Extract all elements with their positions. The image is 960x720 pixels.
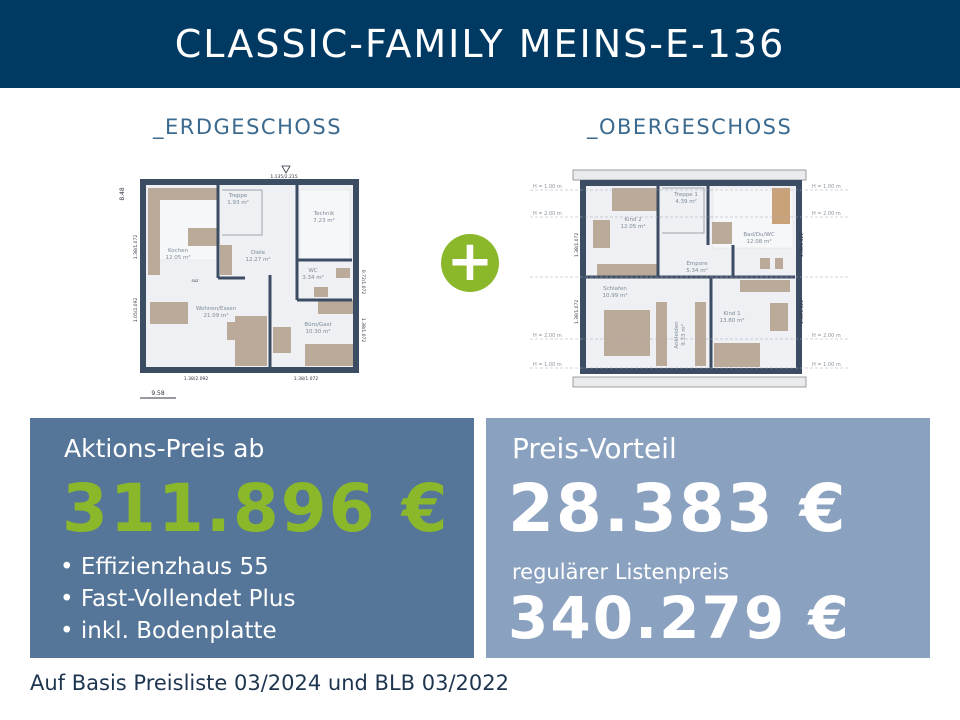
room-name: Schlafen	[603, 286, 627, 292]
advantage-amount: 28.383 €	[508, 470, 848, 547]
feature-item: • Fast-Vollendet Plus	[60, 586, 296, 612]
stairs-icon	[222, 189, 263, 236]
room-name: Technik	[313, 211, 335, 217]
height-lines	[530, 189, 850, 369]
feature-text: Fast-Vollendet Plus	[80, 586, 296, 612]
plus-icon: +	[441, 234, 499, 292]
dim-window: 1.38/1.072	[360, 318, 366, 343]
advantage-label: Preis-Vorteil	[512, 432, 677, 465]
room-area: 1.93 m²	[227, 199, 249, 206]
room-name: WC	[308, 268, 317, 274]
room-name: Treppe	[228, 193, 248, 199]
technik-tiles	[299, 189, 351, 261]
dim-window: 1.38/1.072	[133, 235, 139, 260]
room-area: 12.05 m²	[165, 254, 190, 261]
feature-text: Effizienzhaus 55	[80, 554, 269, 580]
height-label: H = 2.00 m	[533, 211, 562, 217]
promo-price: 311.896 €	[62, 470, 450, 547]
room-name: Bad/Du/WC	[743, 232, 775, 238]
ground-floor-plan: Treppe 1.93 m² Technik 7.23 m² Kochen 12…	[119, 165, 366, 399]
list-price: 340.279 €	[508, 584, 851, 652]
height-label: H = 1.00 m	[533, 362, 562, 368]
room-name: Wohnen/Essen	[196, 306, 237, 312]
room-area: 12.27 m²	[245, 256, 270, 263]
upper-floor-title: _OBERGESCHOSS	[587, 115, 793, 139]
height-label: H = 1.00 m	[812, 362, 841, 368]
dim-window: 0.72/1.072	[360, 270, 366, 295]
dim-door: 1.135/2.215	[270, 174, 297, 180]
height-label: H = 2.00 m	[812, 333, 841, 339]
room-area: 21.09 m²	[203, 312, 228, 319]
room-name: Kind 2	[624, 217, 641, 223]
promo-price-label: Aktions-Preis ab	[64, 434, 265, 463]
room-name: Ankleiden	[674, 321, 680, 349]
list-price-label: regulärer Listenpreis	[512, 560, 729, 584]
room-area: 10.30 m²	[305, 328, 330, 335]
room-area: 9.33 m²	[680, 324, 687, 346]
room-name: Kind 1	[723, 311, 740, 317]
dim-window: 1.38/1.072	[294, 376, 319, 382]
ground-floor-title: _ERDGESCHOSS	[153, 115, 343, 139]
dim-width: 9.58	[151, 390, 165, 397]
floor-plans: Treppe 1.93 m² Technik 7.23 m² Kochen 12…	[119, 165, 850, 399]
price-advantage-box: Preis-Vorteil 28.383 € regulärer Listenp…	[486, 418, 930, 658]
dim-window: 1.38/1.072	[574, 300, 580, 325]
height-label: H = 1.00 m	[812, 184, 841, 190]
entrance-icon	[281, 165, 291, 174]
header-bar: CLASSIC-FAMILY MEINS-E-136	[0, 0, 960, 88]
promo-price-box: Aktions-Preis ab 311.896 € • Effizienzha…	[30, 418, 474, 658]
feature-text: inkl. Bodenplatte	[80, 618, 277, 644]
dim-window: 1.38/1.422	[799, 300, 805, 325]
room-area: 4.39 m²	[675, 198, 697, 205]
height-label: H = 1.00 m	[533, 184, 562, 190]
footnote: Auf Basis Preisliste 03/2024 und BLB 03/…	[30, 671, 509, 695]
room-area: 12.08 m²	[746, 238, 771, 245]
room-area: 13.80 m²	[719, 317, 744, 324]
ground-furniture	[148, 188, 353, 366]
dim-window: 1.38/2.092	[184, 376, 209, 382]
dim-depth: 8.48	[119, 187, 126, 201]
dim-window: 1.38/1.422	[799, 233, 805, 258]
feature-item: • Effizienzhaus 55	[60, 554, 269, 580]
upper-floor-plan: Kind 2 12.05 m² Treppe 1 4.39 m² Bad/Du/…	[530, 169, 850, 388]
ground-walls	[140, 179, 359, 373]
room-name: Treppe 1	[673, 192, 698, 198]
room-area: 5.34 m²	[686, 267, 708, 274]
page-title: CLASSIC-FAMILY MEINS-E-136	[174, 22, 786, 66]
room-name: Büro/Gast	[304, 322, 332, 328]
suz-label: SUZ	[191, 279, 199, 283]
dim-window: 1.05/2.092	[133, 298, 139, 323]
room-area: 10.99 m²	[602, 292, 627, 299]
room-area: 3.34 m²	[302, 274, 324, 281]
feature-item: • inkl. Bodenplatte	[60, 618, 277, 644]
height-label: H = 2.00 m	[812, 211, 841, 217]
room-area: 7.23 m²	[313, 217, 335, 224]
room-name: Empore	[686, 261, 708, 267]
room-name: Kochen	[168, 248, 189, 254]
stairs-icon	[662, 187, 705, 234]
room-name: Diele	[251, 250, 266, 256]
roof-overhang	[572, 169, 807, 181]
upper-furniture	[593, 188, 790, 367]
roof-overhang	[572, 376, 807, 388]
room-area: 12.05 m²	[620, 223, 645, 230]
ground-inner-walls	[216, 185, 352, 367]
height-label: H = 2.00 m	[533, 333, 562, 339]
dim-window: 1.38/1.072	[574, 233, 580, 258]
